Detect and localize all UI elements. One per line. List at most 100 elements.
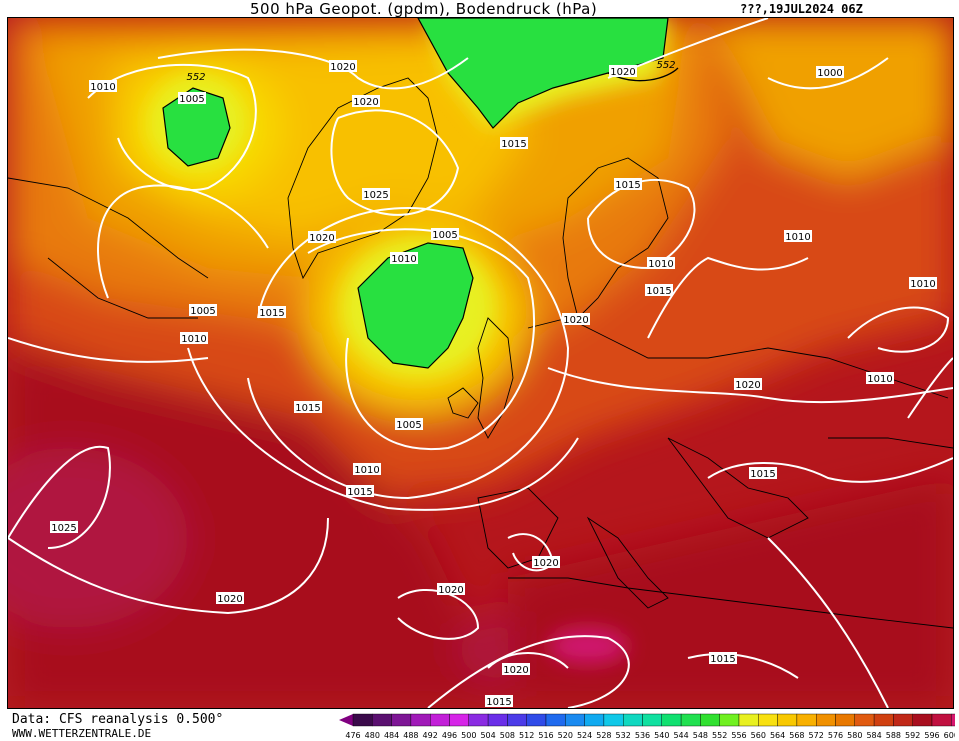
isobar-label: 1015 (749, 467, 777, 480)
colorbar-tick-label: 500 (461, 731, 476, 740)
colorbar-bin (816, 713, 836, 727)
colorbar-tick-label: 488 (403, 731, 418, 740)
svg-text:1015: 1015 (646, 286, 671, 297)
isobar-label: 1015 (645, 284, 673, 297)
colorbar-bin (584, 713, 605, 727)
colorbar-bin (526, 713, 547, 727)
svg-text:1015: 1015 (501, 139, 526, 150)
isobar-label: 1020 (329, 60, 357, 73)
website-url: WWW.WETTERZENTRALE.DE (12, 727, 152, 740)
colorbar-tick-label: 592 (905, 731, 920, 740)
colorbar-bin (623, 713, 643, 727)
colorbar-tick-label: 508 (500, 731, 515, 740)
svg-text:1010: 1010 (181, 334, 206, 345)
colorbar-bin (429, 713, 450, 727)
colorbar-tick-label: 528 (596, 731, 611, 740)
isobar-label: 1020 (352, 95, 380, 108)
colorbar-tick-label: 568 (789, 731, 804, 740)
svg-text:1015: 1015 (710, 654, 735, 665)
colorbar-tick-label: 512 (519, 731, 534, 740)
isobar-label: 1010 (647, 257, 675, 270)
isobar-label: 1025 (362, 188, 390, 201)
colorbar-bin (372, 713, 392, 727)
colorbar-bin (854, 713, 875, 727)
isobar-label: 1020 (308, 231, 336, 244)
svg-text:1005: 1005 (179, 94, 204, 105)
colorbar-tick-label: 544 (673, 731, 688, 740)
colorbar-tick-label: 588 (886, 731, 901, 740)
colorbar-tick-label: 552 (712, 731, 727, 740)
isobar-label: 1020 (562, 313, 590, 326)
colorbar-bin (468, 713, 489, 727)
colorbar-tick-label: 560 (751, 731, 766, 740)
colorbar-bin (796, 713, 817, 727)
svg-text:1010: 1010 (910, 279, 935, 290)
colorbar-tick-label: 564 (770, 731, 785, 740)
colorbar-tick-label: 524 (577, 731, 592, 740)
svg-text:1020: 1020 (309, 233, 334, 244)
colorbar-bin (352, 713, 373, 727)
isobar-label: 1020 (502, 663, 530, 676)
colorbar-tick-label: 548 (693, 731, 708, 740)
colorbar-tick-label: 580 (847, 731, 862, 740)
svg-text:1020: 1020 (217, 594, 242, 605)
colorbar-tick-label: 576 (828, 731, 843, 740)
colorbar-tick-label: 556 (731, 731, 746, 740)
svg-text:1015: 1015 (347, 487, 372, 498)
colorbar-tick-label: 496 (442, 731, 457, 740)
colorbar-tick-label: 520 (558, 731, 573, 740)
isobar-label: 1015 (709, 652, 737, 665)
colorbar-tick-label: 532 (616, 731, 631, 740)
svg-text:1015: 1015 (750, 469, 775, 480)
colorbar-bin (391, 713, 412, 727)
svg-text:1015: 1015 (259, 308, 284, 319)
isobar-label: 1010 (866, 372, 894, 385)
colorbar-bin (661, 713, 682, 727)
isobar-label: 1015 (500, 137, 528, 150)
colorbar-bin (507, 713, 527, 727)
isobar-label: 1015 (346, 485, 374, 498)
colorbar-bin (487, 713, 508, 727)
svg-text:1020: 1020 (735, 380, 760, 391)
color-legend: 476 480 484 488 492 496 500 504 508 512 516 520 524 5… (339, 713, 955, 740)
svg-text:1015: 1015 (615, 180, 640, 191)
svg-text:1020: 1020 (330, 62, 355, 73)
colorbar-bin (565, 713, 585, 727)
isobar-label: 1020 (216, 592, 244, 605)
svg-text:1015: 1015 (295, 403, 320, 414)
isobar-label: 1005 (178, 92, 206, 105)
svg-text:1005: 1005 (396, 420, 421, 431)
colorbar-bin (777, 713, 798, 727)
svg-text:1000: 1000 (817, 68, 842, 79)
geopotential-label: 552 (186, 72, 205, 83)
colorbar-tick-label: 484 (384, 731, 399, 740)
isobar-label: 1020 (437, 583, 465, 596)
colorbar-bin (912, 713, 933, 727)
colorbar-tick-label: 600 (944, 731, 955, 740)
colorbar-bin (545, 713, 566, 727)
colorbar-tick-label: 476 (345, 731, 360, 740)
isobar-label: 1020 (532, 556, 560, 569)
colorbar-bin (603, 713, 624, 727)
svg-text:1025: 1025 (363, 190, 388, 201)
svg-text:1010: 1010 (648, 259, 673, 270)
colorbar-tick-label: 540 (654, 731, 669, 740)
data-source: Data: CFS reanalysis 0.500° (12, 712, 224, 727)
colorbar-bin (951, 713, 955, 727)
isobar-label: 1015 (485, 695, 513, 708)
isobar-label: 1010 (909, 277, 937, 290)
isobar-label: 1010 (89, 80, 117, 93)
colorbar-bin (642, 713, 662, 727)
colorbar-tick-label: 536 (635, 731, 650, 740)
colorbar-tick-label: 504 (480, 731, 495, 740)
isobar-label: 1000 (816, 66, 844, 79)
colorbar-tick-label: 584 (866, 731, 881, 740)
colorbar-bin (893, 713, 913, 727)
svg-text:1020: 1020 (533, 558, 558, 569)
svg-text:1010: 1010 (354, 465, 379, 476)
chart-title: 500 hPa Geopot. (gpdm), Bodendruck (hPa) (250, 0, 598, 18)
svg-text:1020: 1020 (438, 585, 463, 596)
colorbar-bin (700, 713, 720, 727)
svg-text:1020: 1020 (503, 665, 528, 676)
colorbar-bin (719, 713, 740, 727)
